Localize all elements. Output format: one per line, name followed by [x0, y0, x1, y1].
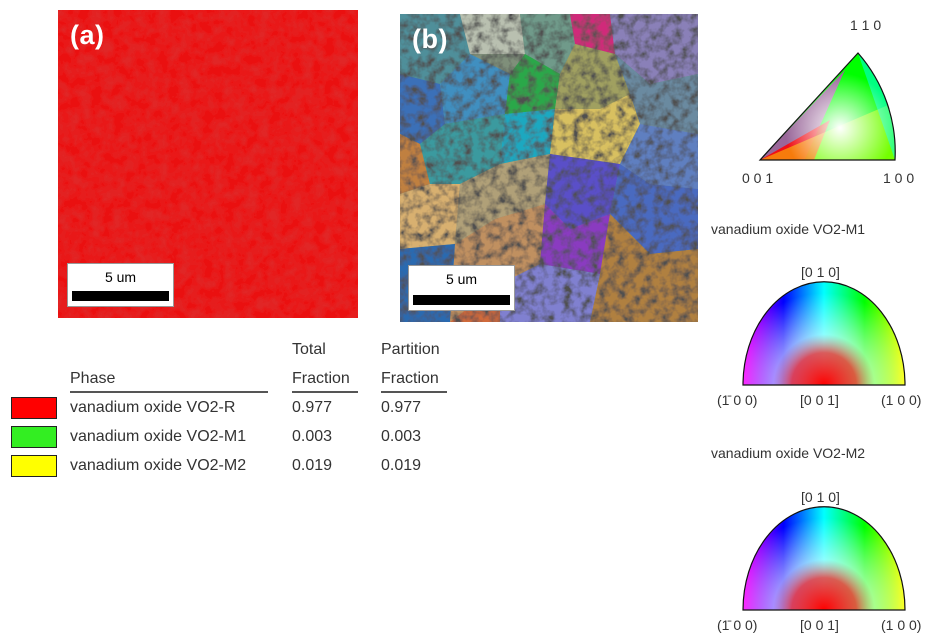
ipf-triangle-left-label: 0 0 1 [742, 170, 773, 186]
ipf-m1-left-label: (1̄ 0 0) [717, 392, 757, 408]
total-fraction: 0.977 [292, 399, 332, 417]
ipf-semicircle-key-m2: [0 1 0] (1̄ 0 0) [0 0 1] (1 0 0) [711, 485, 931, 635]
ipf-m1-right-label: (1 0 0) [881, 392, 921, 408]
ipf-m1-title: vanadium oxide VO2-M1 [711, 221, 865, 237]
total-fraction: 0.019 [292, 457, 332, 475]
ipf-m2-center-label: [0 0 1] [800, 617, 839, 633]
ipf-m1-center-label: [0 0 1] [800, 392, 839, 408]
panel-letter-b: (b) [412, 24, 448, 55]
total-fraction: 0.003 [292, 428, 332, 446]
header-total-line1: Total [292, 341, 326, 359]
scale-line-a [72, 291, 169, 301]
ipf-triangle-top-label: 1 1 0 [850, 17, 881, 33]
ipf-triangle-right-label: 1 0 0 [883, 170, 914, 186]
ipf-m1-top-label: [0 1 0] [801, 264, 840, 280]
ipf-m2-title: vanadium oxide VO2-M2 [711, 445, 865, 461]
phase-legend-table: Total Partition Phase Fraction Fraction … [0, 330, 470, 490]
ipf-triangle [740, 10, 930, 190]
scale-line-b [413, 295, 510, 305]
phase-name: vanadium oxide VO2-M2 [70, 457, 246, 475]
panel-letter-a: (a) [70, 20, 105, 51]
header-underline-total [292, 391, 358, 393]
phase-swatch-vo2-m1 [11, 426, 57, 448]
ipf-m2-top-label: [0 1 0] [801, 489, 840, 505]
header-total-line2: Fraction [292, 370, 350, 388]
ipf-semicircle-m1 [711, 260, 931, 410]
phase-name: vanadium oxide VO2-M1 [70, 428, 246, 446]
ipf-semicircle-m2 [711, 485, 931, 635]
header-partition-line2: Fraction [381, 370, 439, 388]
partition-fraction: 0.977 [381, 399, 421, 417]
phase-name: vanadium oxide VO2-R [70, 399, 235, 417]
header-partition-line1: Partition [381, 341, 440, 359]
scale-label-a: 5 um [68, 269, 173, 285]
ipf-m2-left-label: (1̄ 0 0) [717, 617, 757, 633]
partition-fraction: 0.019 [381, 457, 421, 475]
ipf-triangle-key: 1 1 0 0 0 1 1 0 0 [740, 10, 930, 190]
scale-bar-a: 5 um [67, 263, 174, 307]
scale-label-b: 5 um [409, 271, 514, 287]
phase-swatch-vo2-r [11, 397, 57, 419]
ipf-m2-right-label: (1 0 0) [881, 617, 921, 633]
partition-fraction: 0.003 [381, 428, 421, 446]
scale-bar-b: 5 um [408, 265, 515, 311]
phase-map-panel-a: (a) 5 um [58, 10, 358, 318]
orientation-map-panel-b: (b) 5 um [400, 14, 698, 322]
header-phase: Phase [70, 370, 115, 388]
header-underline-partition [381, 391, 447, 393]
header-underline-phase [70, 391, 268, 393]
phase-swatch-vo2-m2 [11, 455, 57, 477]
ipf-semicircle-key-m1: [0 1 0] (1̄ 0 0) [0 0 1] (1 0 0) [711, 260, 931, 410]
